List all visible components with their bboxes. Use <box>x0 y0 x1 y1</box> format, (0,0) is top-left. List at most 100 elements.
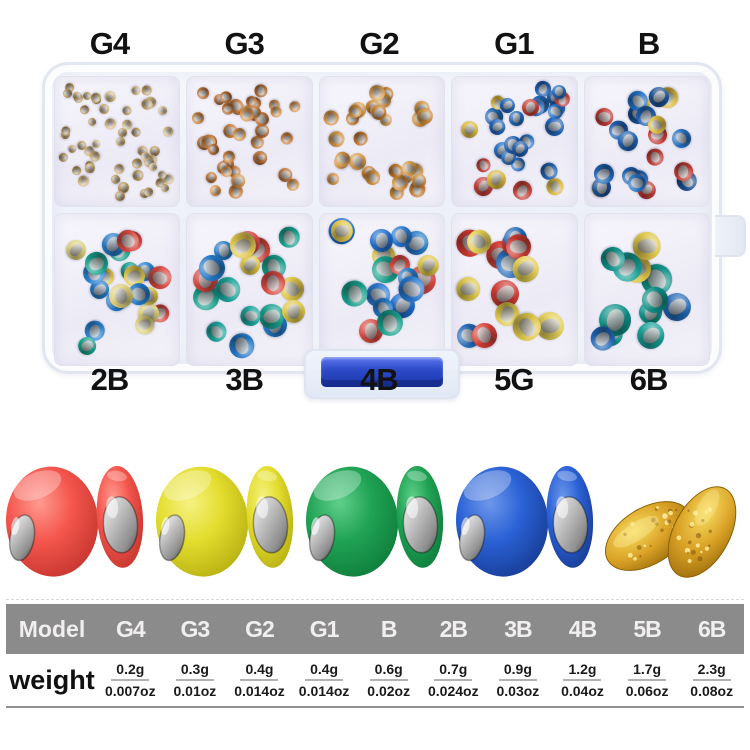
weight-header-cell: weight <box>9 664 95 695</box>
bead-slot <box>477 158 489 171</box>
weight-cell-4b: 1.2g 0.04oz <box>550 660 615 700</box>
bead-slot <box>72 166 80 175</box>
split-shot-bead <box>339 278 371 310</box>
bead-slot <box>145 189 152 196</box>
weight-cell-g1: 0.4g 0.014oz <box>292 660 357 700</box>
bead-slot <box>223 167 231 176</box>
weight-fraction: 0.4g 0.014oz <box>234 660 285 700</box>
bead-slot <box>209 323 226 341</box>
bead-slot <box>244 309 259 322</box>
bead-slot <box>393 228 410 246</box>
split-shot-bead <box>288 100 302 114</box>
split-shot-bead <box>103 89 118 104</box>
bead-slot <box>549 179 562 194</box>
bead-slot <box>242 256 260 274</box>
split-shot-bead <box>111 162 126 176</box>
bead-slot <box>367 171 380 185</box>
compartment-label-2b: 2B <box>90 362 130 397</box>
bead-slot <box>150 268 170 287</box>
compartment-label-g3: G3 <box>224 26 265 61</box>
split-shot-bead <box>86 116 98 128</box>
bead-slot <box>285 301 303 321</box>
bead-slot <box>86 254 106 272</box>
weight-cell-3b: 0.9g 0.03oz <box>486 660 551 700</box>
bead-slot <box>336 153 349 165</box>
bead-slot <box>516 315 539 340</box>
bead-slot <box>364 322 378 339</box>
bead-slot <box>400 279 423 300</box>
box-latch-bar <box>321 357 443 387</box>
weight-ounces: 0.014oz <box>298 683 350 699</box>
bead-slot <box>158 171 165 179</box>
bead-slot <box>164 129 172 135</box>
weight-cell-2b: 0.7g 0.024oz <box>421 660 486 700</box>
bead-slot <box>159 107 167 115</box>
weight-fraction: 1.2g 0.04oz <box>561 660 604 700</box>
weight-ounces: 0.08oz <box>690 683 734 699</box>
bead-slot <box>206 172 216 182</box>
spec-table: Model G4 G3 G2 G1 B 2B 3B 4B 5B 6B weight 0.2g 0.0… <box>6 599 744 708</box>
weight-fraction: 0.6g 0.02oz <box>367 660 410 700</box>
split-shot-bead <box>668 124 696 152</box>
split-shot-bead <box>631 316 670 355</box>
bead-slot <box>223 105 233 113</box>
weight-cell-g2: 0.4g 0.014oz <box>227 660 292 700</box>
bead-slot <box>333 224 350 238</box>
bead-slot <box>150 163 157 170</box>
compartment-5g <box>451 212 578 366</box>
split-shot-bead <box>277 225 301 249</box>
bead-slot <box>370 87 383 100</box>
weight-fraction: 0.2g 0.007oz <box>105 660 156 700</box>
bead-slot <box>81 106 89 114</box>
split-shot-bead <box>196 86 210 99</box>
weight-ounces: 0.06oz <box>625 683 669 699</box>
weight-grams: 0.9g <box>498 660 537 681</box>
compartment-b <box>583 76 710 207</box>
split-shot-bead <box>255 152 267 164</box>
model-row: Model G4 G3 G2 G1 B 2B 3B 4B 5B 6B <box>6 604 744 654</box>
weight-grams: 0.6g <box>369 660 408 681</box>
split-shot-bead <box>98 103 110 115</box>
bead-slot <box>459 281 477 296</box>
bead-slot <box>273 108 280 117</box>
split-shot-bead <box>260 270 285 295</box>
split-shot-bead <box>131 158 143 170</box>
bead-slot <box>125 268 143 285</box>
bead-slot <box>142 153 150 160</box>
bead-slot <box>120 183 127 192</box>
split-shot-bead <box>208 183 224 199</box>
bead-slot <box>118 232 137 251</box>
compartment-g1 <box>451 76 578 207</box>
bead-slot <box>208 144 218 154</box>
bead-slot <box>554 86 564 97</box>
compartment-2b <box>54 212 181 366</box>
model-header-cell: Model <box>18 615 86 642</box>
bead-slot <box>548 121 562 133</box>
weight-fraction: 0.4g 0.014oz <box>299 660 350 700</box>
model-cell-6b: 6B <box>697 615 726 642</box>
weight-cell-6b: 2.3g 0.08oz <box>679 660 744 700</box>
bead-slot <box>220 92 232 102</box>
bead-slot <box>280 171 291 180</box>
weight-grams: 0.3g <box>175 660 214 681</box>
split-shot-bead <box>324 127 348 152</box>
weight-fraction: 0.9g 0.03oz <box>496 660 539 700</box>
bead-slot <box>93 141 100 147</box>
split-shot-bead <box>203 169 219 185</box>
split-shot-bead <box>90 92 101 104</box>
bead-slot <box>419 256 438 274</box>
bead-slot <box>603 248 623 269</box>
bead-slot <box>512 112 521 123</box>
bead-slot <box>644 288 666 311</box>
bead-slot <box>133 128 141 136</box>
bead-slot <box>665 296 689 319</box>
weight-ounces: 0.03oz <box>496 683 540 699</box>
split-shot-bead <box>130 126 143 139</box>
storage-box <box>42 62 746 399</box>
bead-slot <box>232 235 254 255</box>
split-shot-bead <box>509 110 525 126</box>
bead-slot <box>328 174 338 184</box>
bead-slot <box>489 171 505 187</box>
bead-slot <box>60 153 68 161</box>
